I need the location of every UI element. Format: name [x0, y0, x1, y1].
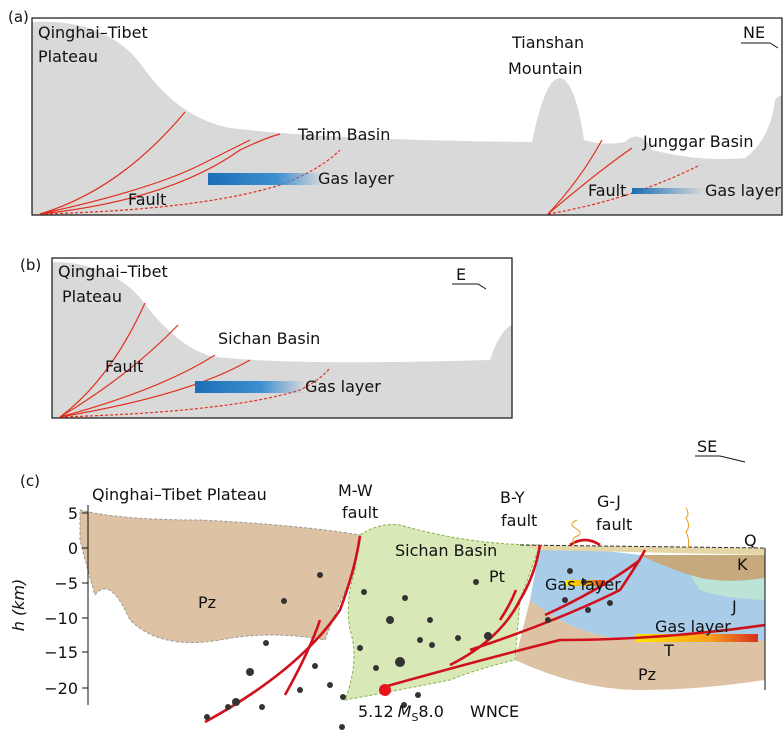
y-tick-label: −10 — [44, 609, 78, 628]
layer-label: Pz — [638, 665, 656, 684]
y-tick-label: 0 — [68, 539, 78, 558]
fault-label: fault — [596, 515, 632, 534]
fault-label: Fault — [588, 181, 626, 200]
direction-arrow — [741, 43, 778, 48]
quake — [340, 694, 346, 700]
direction-label: NE — [743, 23, 765, 42]
gas-layer — [208, 173, 323, 185]
region-label: Qinghai–Tibet — [38, 23, 148, 42]
quake — [232, 698, 240, 706]
quake — [455, 635, 461, 641]
gas-label: Gas layer — [305, 377, 381, 396]
y-tick-label: 5 — [68, 504, 78, 523]
fault-label: Fault — [128, 190, 166, 209]
direction-label: SE — [697, 437, 717, 456]
direction-arrow — [695, 456, 745, 462]
gas-label: Gas layer — [705, 181, 781, 200]
y-tick-label: −5 — [54, 574, 78, 593]
fault-label: fault — [501, 511, 537, 530]
quake — [361, 589, 367, 595]
layer-label: Q — [744, 531, 757, 550]
region-label: Plateau — [38, 47, 98, 66]
fault-label: B-Y — [500, 488, 525, 507]
fault-label: Fault — [105, 357, 143, 376]
quake — [427, 617, 433, 623]
fault-label: fault — [342, 503, 378, 522]
quake — [395, 657, 405, 667]
direction-label: E — [456, 265, 466, 284]
quake — [204, 714, 210, 720]
region-label: Junggar Basin — [642, 132, 753, 151]
seep — [686, 508, 689, 548]
fault-label: M-W — [338, 481, 373, 500]
region-label: Tianshan — [511, 33, 584, 52]
layer-label: Pt — [489, 567, 505, 586]
event-date: 5.12 — [358, 702, 394, 721]
quake — [562, 597, 568, 603]
quake — [607, 600, 613, 606]
quake — [402, 595, 408, 601]
gas-label: Gas layer — [545, 575, 621, 594]
region-label: Plateau — [62, 287, 122, 306]
quake — [373, 665, 379, 671]
figure: (a) Qinghai–Tibet Plateau Tianshan Mount… — [0, 0, 784, 730]
panel-label: (c) — [20, 472, 40, 490]
region-label: Qinghai–Tibet Plateau — [92, 485, 267, 504]
quake — [312, 663, 318, 669]
layer-label: J — [731, 597, 737, 616]
gas-label: Gas layer — [318, 169, 394, 188]
y-axis-label: h (km) — [9, 579, 28, 632]
gas-layer — [632, 188, 704, 194]
layer-label: Pz — [198, 593, 216, 612]
terrain — [32, 22, 782, 215]
panel-a: (a) Qinghai–Tibet Plateau Tianshan Mount… — [8, 8, 782, 215]
quake — [317, 572, 323, 578]
region-label: Sichan Basin — [218, 329, 320, 348]
quake — [327, 682, 333, 688]
quake — [415, 692, 421, 698]
quake — [417, 637, 423, 643]
region-label: Tarim Basin — [297, 125, 390, 144]
region-label: WNCE — [470, 702, 519, 721]
panel-label: (a) — [8, 8, 29, 26]
region-label: Mountain — [508, 59, 583, 78]
fault-line — [570, 540, 600, 545]
quake — [429, 642, 435, 648]
quake — [357, 645, 363, 651]
quake — [339, 724, 345, 730]
quake — [281, 598, 287, 604]
quake — [263, 640, 269, 646]
quake — [246, 668, 254, 676]
quake — [473, 579, 479, 585]
panel-b: (b) Qinghai–Tibet Plateau Sichan Basin F… — [20, 256, 512, 418]
layer-label: T — [663, 641, 674, 660]
quake — [484, 632, 492, 640]
gas-label: Gas layer — [655, 617, 731, 636]
event-magnitude: 8.0 — [418, 702, 443, 721]
event-subscript: S — [411, 711, 418, 724]
quake — [259, 704, 265, 710]
direction-arrow — [452, 284, 486, 289]
quake — [545, 617, 551, 623]
y-tick-label: −20 — [44, 679, 78, 698]
region-label: Sichan Basin — [395, 541, 497, 560]
mainshock — [379, 684, 391, 696]
quake — [225, 704, 231, 710]
event-symbol: M — [398, 702, 412, 721]
quake — [585, 607, 591, 613]
layer-label: K — [737, 555, 748, 574]
panel-c: 5 0 −5 −10 −15 −20 h (km) (c) SE Qinghai… — [9, 437, 765, 730]
quake — [567, 568, 573, 574]
panel-label: (b) — [20, 256, 41, 274]
fault-label: G-J — [597, 492, 621, 511]
quake — [297, 687, 303, 693]
region-label: Qinghai–Tibet — [58, 262, 168, 281]
event-label: 5.12MS8.0 — [358, 702, 444, 724]
y-tick-label: −15 — [44, 643, 78, 662]
quake — [386, 616, 394, 624]
gas-layer — [195, 381, 305, 393]
